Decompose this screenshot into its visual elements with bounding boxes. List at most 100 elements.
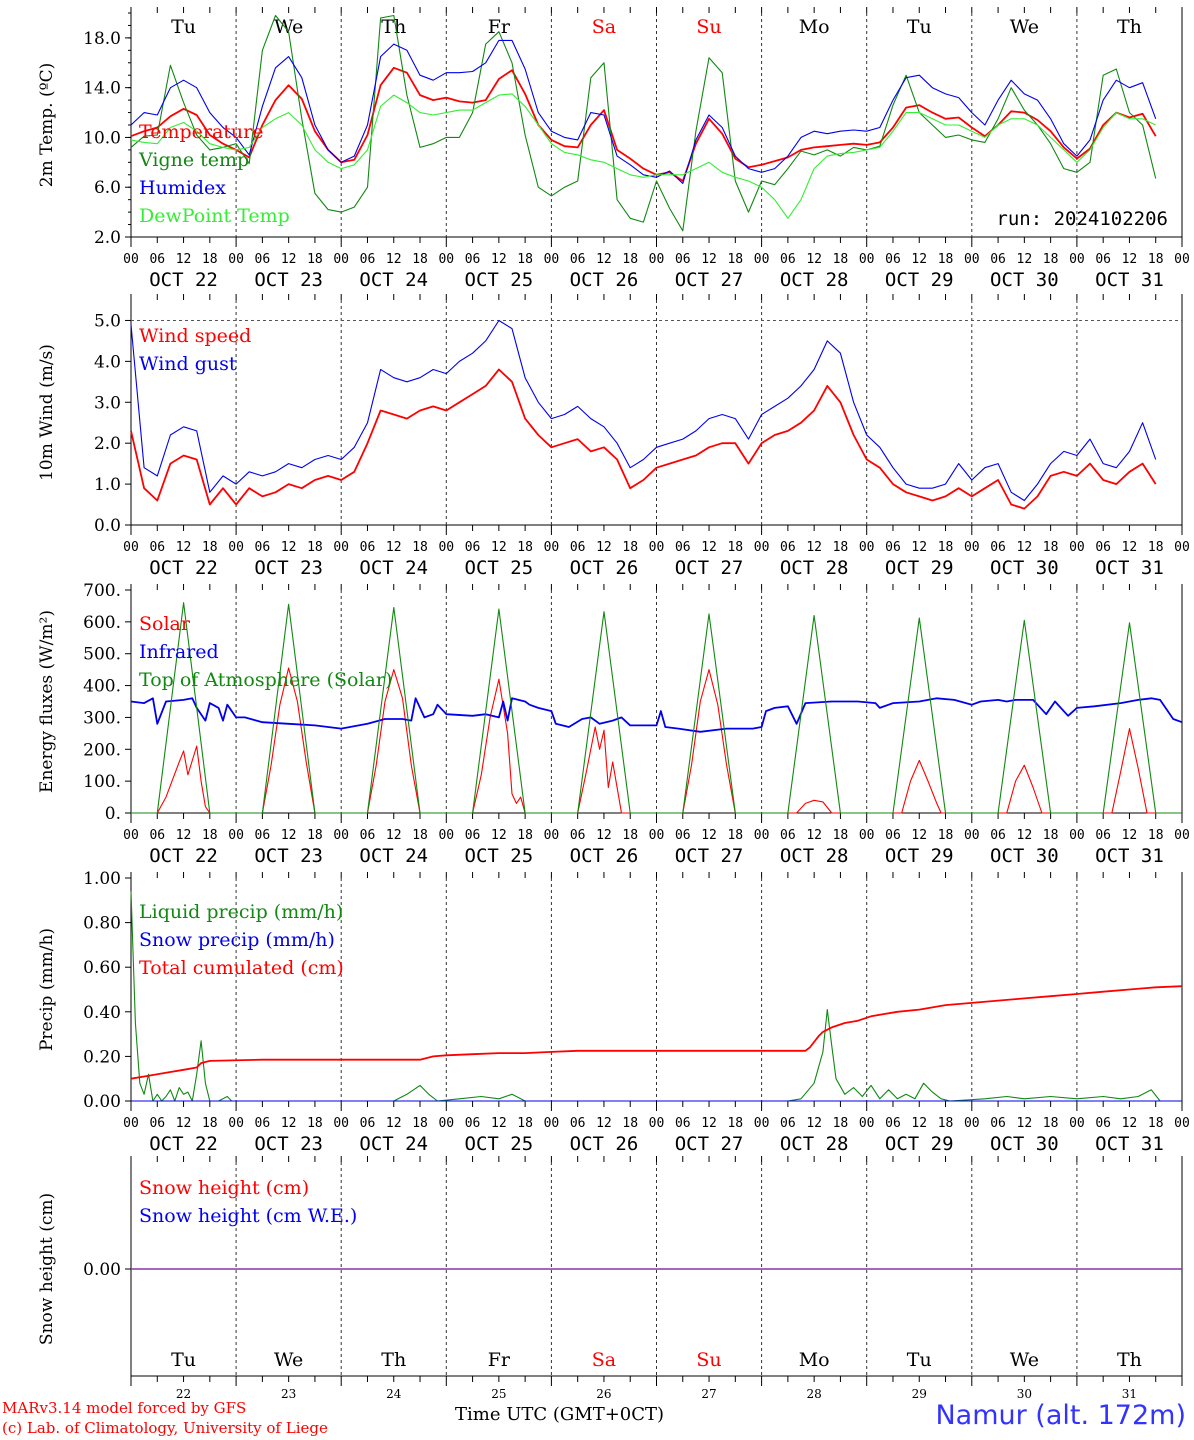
date-label: OCT 31 [1095,557,1164,579]
hour-label: 12 [596,828,612,843]
hour-label: 00 [333,540,349,555]
hour-label: 12 [386,540,402,555]
hour-label: 06 [1095,828,1111,843]
legend-entry: Vigne temp [138,149,249,171]
hour-label: 12 [806,1116,822,1131]
hour-label: 12 [386,252,402,267]
hour-label: 18 [517,252,533,267]
legend-entry: Snow height (cm) [139,1177,309,1199]
date-label: OCT 29 [885,269,954,291]
hour-label: 00 [754,828,770,843]
hour-label: 12 [1122,1116,1138,1131]
y-tick-label: 0.60 [83,958,121,978]
series-line [130,697,1183,733]
y-tick-label: 300. [83,708,121,728]
hour-label: 00 [859,252,875,267]
hour-label: 12 [806,540,822,555]
hour-label: 06 [570,1116,586,1131]
hour-label: 06 [570,540,586,555]
hour-label: 06 [255,1116,271,1131]
hour-label: 00 [438,540,454,555]
hour-label: 12 [701,252,717,267]
hour-label: 18 [833,252,849,267]
hour-label: 12 [491,252,507,267]
date-label: OCT 23 [254,1133,323,1155]
date-label: OCT 22 [149,1133,218,1155]
hour-label: 06 [1095,1116,1111,1131]
hour-label: 18 [412,252,428,267]
weekday-label: Tu [907,1349,932,1371]
hour-label: 06 [149,828,165,843]
date-label: OCT 26 [570,845,639,867]
y-tick-label: 500. [83,645,121,665]
hour-label: 00 [859,1116,875,1131]
y-tick-label: 0.40 [83,1003,121,1023]
hour-label: 06 [990,252,1006,267]
hour-label: 18 [307,540,323,555]
hour-label: 06 [570,252,586,267]
hour-label: 18 [517,540,533,555]
hour-label: 12 [281,540,297,555]
hour-label: 00 [333,828,349,843]
date-label: OCT 28 [780,1133,849,1155]
hour-label: 00 [333,1116,349,1131]
hour-label: 06 [990,1116,1006,1131]
hour-label: 18 [1043,540,1059,555]
hour-label: 12 [386,828,402,843]
hour-label: 00 [123,1116,139,1131]
hour-label: 18 [1043,828,1059,843]
hour-label: 00 [1069,252,1085,267]
y-tick-label: 4.0 [94,352,121,372]
y-tick-label: 400. [83,677,121,697]
hour-label: 06 [885,540,901,555]
hour-label: 00 [964,1116,980,1131]
hour-label: 06 [885,1116,901,1131]
date-label: OCT 24 [359,845,428,867]
station-name: Namur (alt. 172m) [935,1400,1186,1431]
date-label: OCT 22 [149,269,218,291]
hour-label: 06 [675,252,691,267]
hour-label: 00 [1174,540,1190,555]
legend-entry: Top of Atmosphere (Solar) [139,669,392,691]
run-annotation: run: 2024102206 [996,208,1168,230]
date-label: OCT 26 [570,269,639,291]
hour-label: 18 [307,828,323,843]
y-axis-label: 10m Wind (m/s) [37,344,57,481]
y-tick-label: 0.0 [94,516,121,536]
hour-label: 06 [255,540,271,555]
date-label: OCT 23 [254,269,323,291]
hour-label: 18 [307,252,323,267]
hour-label: 18 [412,540,428,555]
hour-label: 00 [754,252,770,267]
hour-label: 00 [754,1116,770,1131]
hour-label: 00 [1174,252,1190,267]
y-axis-label: Snow height (cm) [37,1193,57,1345]
y-tick-label: 700. [83,581,121,601]
y-axis-label: Energy fluxes (W/m²) [37,610,57,793]
hour-label: 06 [465,252,481,267]
hour-label: 12 [806,828,822,843]
hour-label: 00 [964,828,980,843]
hour-label: 12 [911,540,927,555]
credit-line-model: MARv3.14 model forced by GFS [2,1399,247,1417]
hour-label: 12 [701,828,717,843]
hour-label: 18 [1043,252,1059,267]
hour-label: 00 [123,828,139,843]
hour-label: 12 [911,828,927,843]
hour-label: 12 [176,252,192,267]
hour-label: 18 [517,828,533,843]
hour-label: 12 [176,1116,192,1131]
legend-entry: DewPoint Temp [139,205,290,227]
weekday-label: Tu [171,16,196,38]
y-tick-label: 600. [83,613,121,633]
weekday-label: Mo [799,16,830,38]
hour-label: 18 [938,1116,954,1131]
legend-entry: Liquid precip (mm/h) [139,901,343,923]
hour-label: 12 [806,252,822,267]
date-label: OCT 28 [780,269,849,291]
y-tick-label: 1.0 [94,475,121,495]
hour-label: 00 [228,828,244,843]
hour-label: 00 [859,540,875,555]
hour-label: 00 [544,252,560,267]
hour-label: 12 [281,252,297,267]
